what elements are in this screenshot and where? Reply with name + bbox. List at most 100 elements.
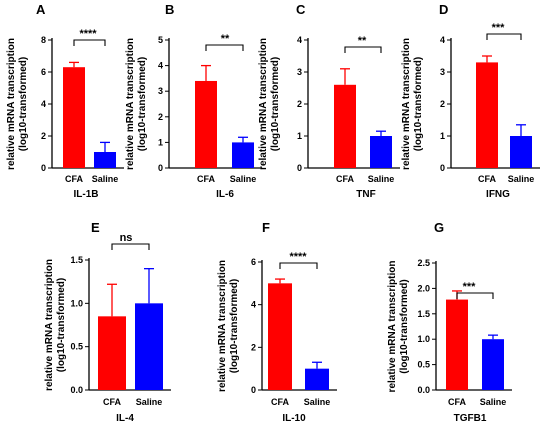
y-axis-label-sub-d: (log10-transformed): [413, 57, 424, 151]
panel-letter-g: G: [434, 220, 444, 235]
panel-letter-f: F: [262, 220, 270, 235]
bar-b-cfa: [195, 80, 217, 168]
category-label-e: CFA: [103, 397, 122, 407]
y-axis-label-g: relative mRNA transcription: [387, 261, 398, 393]
y-axis-label-d: relative mRNA transcription: [401, 38, 412, 170]
y-axis-label-sub-c: (log10-transformed): [270, 57, 281, 151]
panel-letter-b: B: [165, 2, 174, 17]
y-tick-label-f: 6: [251, 257, 256, 267]
y-tick-label-f: 0: [251, 385, 256, 395]
significance-bracket-b: [205, 44, 244, 51]
y-tick-label-a: 2: [41, 131, 46, 141]
significance-bracket-d: [486, 33, 522, 40]
significance-bracket-a: [73, 39, 106, 46]
y-tick-label-a: 0: [41, 163, 46, 173]
panel-letter-e: E: [91, 220, 100, 235]
bar-c-saline: [370, 136, 392, 168]
category-label-g: CFA: [448, 397, 467, 407]
gene-label-b: IL-6: [216, 189, 234, 200]
bar-d-saline: [510, 136, 532, 168]
bar-e-saline: [135, 303, 163, 390]
y-axis-label-sub-f: (log10-transformed): [229, 279, 240, 373]
significance-label-d: ***: [492, 22, 506, 34]
y-tick-label-a: 8: [41, 35, 46, 45]
significance-bracket-f: [279, 262, 318, 269]
y-tick-label-b: 3: [158, 86, 163, 96]
category-label-c: CFA: [336, 174, 355, 184]
bar-b-saline: [232, 142, 254, 168]
category-label-a: CFA: [65, 174, 84, 184]
y-axis-label-sub-a: (log10-transformed): [18, 57, 29, 151]
y-tick-label-b: 4: [158, 61, 163, 71]
panel-letter-d: D: [439, 2, 448, 17]
y-axis-label-sub-g: (log10-transformed): [399, 279, 410, 373]
bar-e-cfa: [98, 316, 126, 390]
y-axis-label-e: relative mRNA transcription: [44, 259, 55, 391]
y-tick-label-g: 2.0: [417, 283, 430, 293]
y-tick-label-a: 4: [41, 99, 46, 109]
bar-g-saline: [482, 339, 504, 390]
bar-c-cfa: [334, 84, 356, 168]
bar-f-cfa: [268, 283, 292, 390]
gene-label-a: IL-1B: [74, 189, 99, 200]
gene-label-g: TGFB1: [454, 413, 487, 424]
bar-a-saline: [94, 152, 116, 168]
bar-f-saline: [305, 368, 329, 390]
y-tick-label-g: 1.5: [417, 309, 430, 319]
y-tick-label-d: 4: [440, 35, 445, 45]
y-tick-label-g: 1.0: [417, 334, 430, 344]
y-tick-label-f: 2: [251, 342, 256, 352]
y-tick-label-d: 0: [440, 163, 445, 173]
gene-label-f: IL-10: [282, 413, 306, 424]
significance-label-g: ***: [463, 281, 477, 293]
significance-label-f: ****: [289, 251, 307, 263]
category-label-e: Saline: [136, 397, 163, 407]
gene-label-c: TNF: [356, 189, 375, 200]
panel-letter-a: A: [36, 2, 46, 17]
y-tick-label-b: 1: [158, 137, 163, 147]
bar-a-cfa: [63, 67, 85, 168]
y-tick-label-e: 0.5: [70, 342, 83, 352]
y-tick-label-d: 3: [440, 67, 445, 77]
y-tick-label-f: 4: [251, 300, 256, 310]
significance-label-b: **: [221, 33, 230, 45]
category-label-c: Saline: [368, 174, 395, 184]
significance-label-e: ns: [120, 232, 133, 244]
y-tick-label-a: 6: [41, 67, 46, 77]
gene-label-d: IFNG: [486, 189, 510, 200]
category-label-d: CFA: [478, 174, 497, 184]
y-tick-label-b: 2: [158, 112, 163, 122]
y-tick-label-e: 1.5: [70, 255, 83, 265]
y-tick-label-g: 0.0: [417, 385, 430, 395]
y-axis-label-sub-e: (log10-transformed): [56, 278, 67, 372]
y-axis-label-f: relative mRNA transcription: [217, 260, 228, 392]
y-tick-label-e: 0.0: [70, 385, 83, 395]
significance-label-c: **: [358, 35, 367, 47]
significance-label-a: ****: [79, 28, 97, 40]
category-label-f: Saline: [304, 397, 331, 407]
category-label-a: Saline: [92, 174, 119, 184]
y-tick-label-c: 3: [297, 67, 302, 77]
y-tick-label-c: 0: [297, 163, 302, 173]
significance-bracket-g: [456, 292, 494, 299]
y-tick-label-d: 2: [440, 99, 445, 109]
gene-label-e: IL-4: [116, 413, 134, 424]
y-tick-label-c: 1: [297, 131, 302, 141]
category-label-d: Saline: [508, 174, 535, 184]
y-axis-label-a: relative mRNA transcription: [6, 38, 17, 170]
panel-letter-c: C: [296, 2, 306, 17]
significance-bracket-e: [111, 243, 150, 250]
category-label-b: CFA: [197, 174, 216, 184]
y-axis-label-b: relative mRNA transcription: [125, 38, 136, 170]
y-tick-label-g: 0.5: [417, 360, 430, 370]
y-axis-label-c: relative mRNA transcription: [258, 38, 269, 170]
bar-g-cfa: [446, 299, 468, 390]
y-tick-label-b: 5: [158, 35, 163, 45]
y-tick-label-b: 0: [158, 163, 163, 173]
y-tick-label-e: 1.0: [70, 298, 83, 308]
category-label-f: CFA: [271, 397, 290, 407]
y-tick-label-c: 4: [297, 35, 302, 45]
y-tick-label-d: 1: [440, 131, 445, 141]
y-tick-label-c: 2: [297, 99, 302, 109]
